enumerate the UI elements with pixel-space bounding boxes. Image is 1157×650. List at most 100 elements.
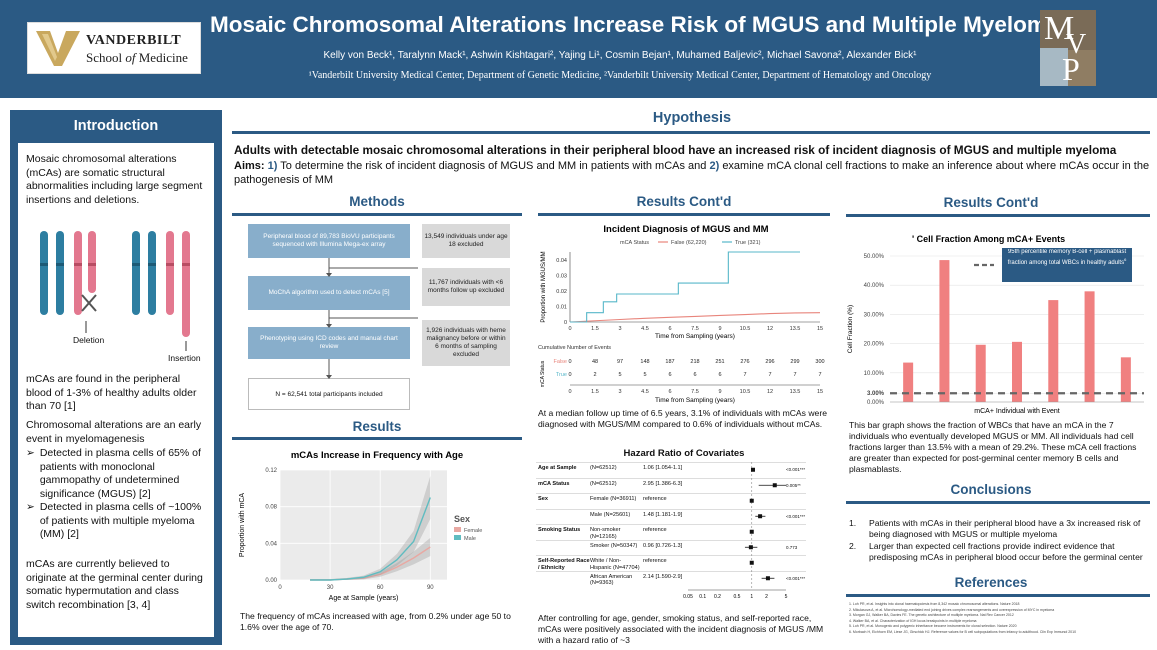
km-xtick-label: 6 <box>668 326 671 332</box>
conclusions-heading: Conclusions <box>950 482 1032 497</box>
hr-estimate: reference <box>643 558 667 564</box>
hr-tick-label: 0.1 <box>699 594 706 600</box>
risk-xlabel: Time from Sampling (years) <box>655 397 735 404</box>
intro-bullet-1: ➢ Detected in plasma cells of 65% of pati… <box>26 447 201 500</box>
age-legend-swatch <box>454 535 461 540</box>
bar-mark <box>1120 357 1131 402</box>
km-ytick-label: 0.02 <box>556 289 567 295</box>
age-line-male <box>310 497 431 581</box>
risk-xtick-label: 4.5 <box>641 389 649 395</box>
km-xtick-label: 10.5 <box>740 326 751 332</box>
hr-group: Self-Reported Race / Ethnicity <box>538 558 590 571</box>
intro-paragraph-3: Chromosomal alterations are an early eve… <box>26 419 202 445</box>
age-frequency-chart: mCAs Increase in Frequency with Age 0 30 60… <box>239 450 482 602</box>
hr-point <box>748 545 753 550</box>
risk-cell: 97 <box>617 359 623 365</box>
km-xtick-label: 4.5 <box>641 326 649 332</box>
reference-item: 5. Loh PR, et al. Monogenic and polygeni… <box>849 624 1017 628</box>
hr-caption: After controlling for age, gender, smoki… <box>538 613 824 645</box>
poster-header: VANDERBILT School of Medicine Mosaic Chr… <box>0 0 1157 98</box>
mvp-p: P <box>1062 51 1080 86</box>
hr-title: Hazard Ratio of Covariates <box>623 448 745 459</box>
hr-estimate: 0.96 [0.726-1.3] <box>643 542 683 549</box>
age-confidence-band-male <box>310 475 431 580</box>
hr-tick-label: 0.05 <box>683 594 693 600</box>
risk-cell: 5 <box>618 372 621 378</box>
age-confidence-band-female <box>310 537 431 580</box>
reference-item: 3. Morgan GJ, Walker BA, Davies FE. The … <box>849 613 1014 617</box>
km-chart-title: Incident Diagnosis of MGUS and MM <box>603 224 768 235</box>
reference-item: 4. Walker BA, et al. Characterization of… <box>849 618 977 623</box>
hr-point <box>749 498 754 503</box>
hr-estimate: 2.95 [1.386-6.3] <box>643 480 683 487</box>
risk-cell: 218 <box>690 359 699 365</box>
aims-text: Aims: 1) To determine the risk of incide… <box>234 160 1150 186</box>
methods-rule <box>232 213 522 216</box>
age-ytick-label: 0.08 <box>265 505 277 511</box>
results-heading: Results <box>352 419 402 434</box>
hr-pvalue: <0.001*** <box>786 467 806 472</box>
conclusion-item-2: 2. Larger than expected cell fractions pr… <box>849 541 1143 562</box>
references-heading: References <box>954 575 1028 590</box>
hr-group: Age at Sample <box>538 465 577 471</box>
risk-cell: 148 <box>640 359 649 365</box>
km-xtick-label: 7.5 <box>691 326 699 332</box>
bar-ytick-label: 0.00% <box>867 400 885 406</box>
hr-group: Sex <box>538 496 548 502</box>
hr-tick-label: 0.5 <box>734 594 741 600</box>
risk-xtick-label: 6 <box>668 389 671 395</box>
risk-xtick-label: 13.5 <box>790 389 801 395</box>
km-xlabel: Time from Sampling (years) <box>655 333 735 340</box>
reference-item: 1. Loh PR, et al. Insights into clonal h… <box>849 602 1020 606</box>
hr-level: Non-smoker (N=12165) <box>590 527 621 540</box>
bar-xlabel: mCA+ Individual with Event <box>974 408 1059 415</box>
references-list: 1. Loh PR, et al. Insights into clonal h… <box>849 602 1149 635</box>
method-step-3: Phenotyping using ICD codes and manual c… <box>248 327 410 359</box>
risk-cell: 6 <box>693 372 696 378</box>
affiliations: ¹Vanderbilt University Medical Center, D… <box>308 70 932 81</box>
hr-point <box>772 483 777 488</box>
risk-cell: 7 <box>793 372 796 378</box>
km-ytick-label: 0.03 <box>556 273 567 279</box>
hr-level: African American (N=9363) <box>590 573 633 587</box>
hr-group: mCA Status <box>538 480 570 487</box>
risk-xtick-label: 12 <box>767 389 773 395</box>
conclusion-item-1: 1. Patients with mCAs in their peripheral… <box>849 518 1141 539</box>
km-legend-title: mCA Status <box>620 240 649 246</box>
bar-ytick-label: 50.00% <box>864 254 885 260</box>
km-xtick-label: 15 <box>817 326 823 332</box>
arrow-bullet-icon: ➢ <box>26 501 35 513</box>
hr-point <box>765 576 770 581</box>
exclusion-2: 11,767 individuals with <6 months follow… <box>422 268 510 306</box>
bar-ytick-label: 20.00% <box>864 342 885 348</box>
authors: Kelly von Beck¹, Taralynn Mack¹, Ashwin … <box>323 50 917 61</box>
hr-row: African American (N=9363) 2.14 [1.590-2.9… <box>536 570 806 587</box>
risk-xtick-label: 7.5 <box>691 389 699 395</box>
method-step-2: MoChA algorithm used to detect mCAs [5] <box>248 276 410 310</box>
hr-estimate: 1.06 [1.054-1.1] <box>643 465 683 471</box>
km-ytick-label: 0.01 <box>556 304 567 310</box>
hr-estimate: 1.48 [1.181-1.9] <box>643 511 683 518</box>
age-legend-label: Female <box>464 528 482 534</box>
km-ytick-label: 0 <box>564 320 567 326</box>
exclusion-1: 13,549 individuals under age 18 excluded <box>422 224 510 258</box>
risk-xtick-label: 0 <box>568 389 571 395</box>
intro-paragraph-1: Mosaic chromosomal alterations (mCAs) ar… <box>26 153 203 206</box>
hr-pvalue: <0.001*** <box>786 513 806 519</box>
mvp-m: M <box>1044 10 1075 47</box>
age-chart-title: mCAs Increase in Frequency with Age <box>291 450 463 461</box>
reference-item: 6. Morbach H, Eichhorn EM, Liese JG, Gir… <box>849 629 1077 634</box>
hr-point <box>750 467 755 472</box>
logo-main-text: VANDERBILT <box>86 33 182 48</box>
age-ytick-label: 0.00 <box>265 578 277 584</box>
logo-sub-text: School of Medicine <box>86 50 188 65</box>
hr-level: Male (N=25601) <box>590 511 631 518</box>
bar-mark <box>1012 341 1022 402</box>
intro-bullet-2: ➢ Detected in plasma cells of ~100% of pa… <box>26 501 202 540</box>
chromosome-diagram <box>40 231 190 351</box>
results2-heading: Results Cont'd <box>636 194 732 209</box>
km-xtick-label: 12 <box>767 326 773 332</box>
risk-cell: 7 <box>818 372 821 378</box>
risk-xtick-label: 15 <box>817 389 823 395</box>
hr-row: mCA Status (N=62512) 2.95 [1.386-6.3] 0.005… <box>536 477 806 494</box>
